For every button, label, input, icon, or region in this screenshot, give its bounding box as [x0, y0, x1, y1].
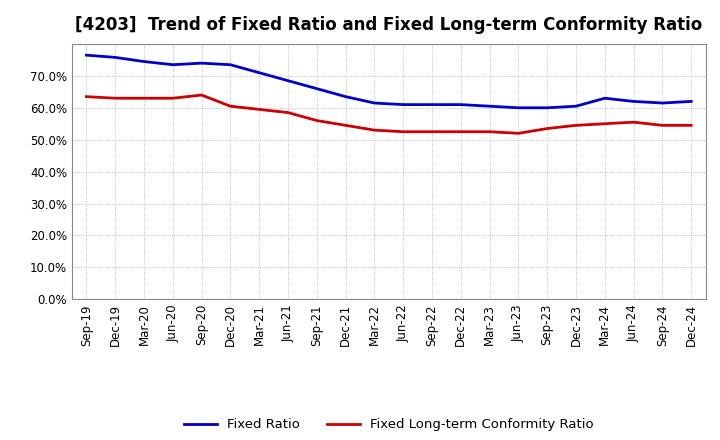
Fixed Ratio	[168, 62, 177, 67]
Fixed Ratio	[629, 99, 638, 104]
Fixed Long-term Conformity Ratio	[111, 95, 120, 101]
Fixed Ratio	[284, 78, 292, 83]
Fixed Long-term Conformity Ratio	[629, 120, 638, 125]
Fixed Long-term Conformity Ratio	[82, 94, 91, 99]
Fixed Ratio	[82, 52, 91, 58]
Fixed Ratio	[687, 99, 696, 104]
Title: [4203]  Trend of Fixed Ratio and Fixed Long-term Conformity Ratio: [4203] Trend of Fixed Ratio and Fixed Lo…	[75, 16, 703, 34]
Fixed Long-term Conformity Ratio	[312, 118, 321, 123]
Line: Fixed Long-term Conformity Ratio: Fixed Long-term Conformity Ratio	[86, 95, 691, 133]
Line: Fixed Ratio: Fixed Ratio	[86, 55, 691, 108]
Fixed Ratio	[514, 105, 523, 110]
Fixed Ratio	[226, 62, 235, 67]
Fixed Long-term Conformity Ratio	[543, 126, 552, 131]
Fixed Ratio	[600, 95, 609, 101]
Fixed Long-term Conformity Ratio	[197, 92, 206, 98]
Fixed Long-term Conformity Ratio	[514, 131, 523, 136]
Fixed Ratio	[140, 59, 148, 64]
Fixed Long-term Conformity Ratio	[399, 129, 408, 134]
Fixed Long-term Conformity Ratio	[284, 110, 292, 115]
Fixed Ratio	[341, 94, 350, 99]
Fixed Long-term Conformity Ratio	[255, 107, 264, 112]
Fixed Long-term Conformity Ratio	[370, 128, 379, 133]
Fixed Ratio	[572, 103, 580, 109]
Fixed Long-term Conformity Ratio	[687, 123, 696, 128]
Fixed Ratio	[312, 86, 321, 92]
Fixed Long-term Conformity Ratio	[168, 95, 177, 101]
Fixed Long-term Conformity Ratio	[456, 129, 465, 134]
Fixed Ratio	[456, 102, 465, 107]
Fixed Ratio	[399, 102, 408, 107]
Fixed Long-term Conformity Ratio	[226, 103, 235, 109]
Fixed Long-term Conformity Ratio	[658, 123, 667, 128]
Fixed Ratio	[428, 102, 436, 107]
Fixed Ratio	[197, 60, 206, 66]
Fixed Ratio	[543, 105, 552, 110]
Fixed Ratio	[370, 100, 379, 106]
Fixed Long-term Conformity Ratio	[428, 129, 436, 134]
Fixed Long-term Conformity Ratio	[600, 121, 609, 126]
Fixed Ratio	[485, 103, 494, 109]
Fixed Ratio	[658, 100, 667, 106]
Legend: Fixed Ratio, Fixed Long-term Conformity Ratio: Fixed Ratio, Fixed Long-term Conformity …	[179, 413, 599, 436]
Fixed Long-term Conformity Ratio	[140, 95, 148, 101]
Fixed Ratio	[111, 55, 120, 60]
Fixed Long-term Conformity Ratio	[485, 129, 494, 134]
Fixed Long-term Conformity Ratio	[341, 123, 350, 128]
Fixed Ratio	[255, 70, 264, 75]
Fixed Long-term Conformity Ratio	[572, 123, 580, 128]
